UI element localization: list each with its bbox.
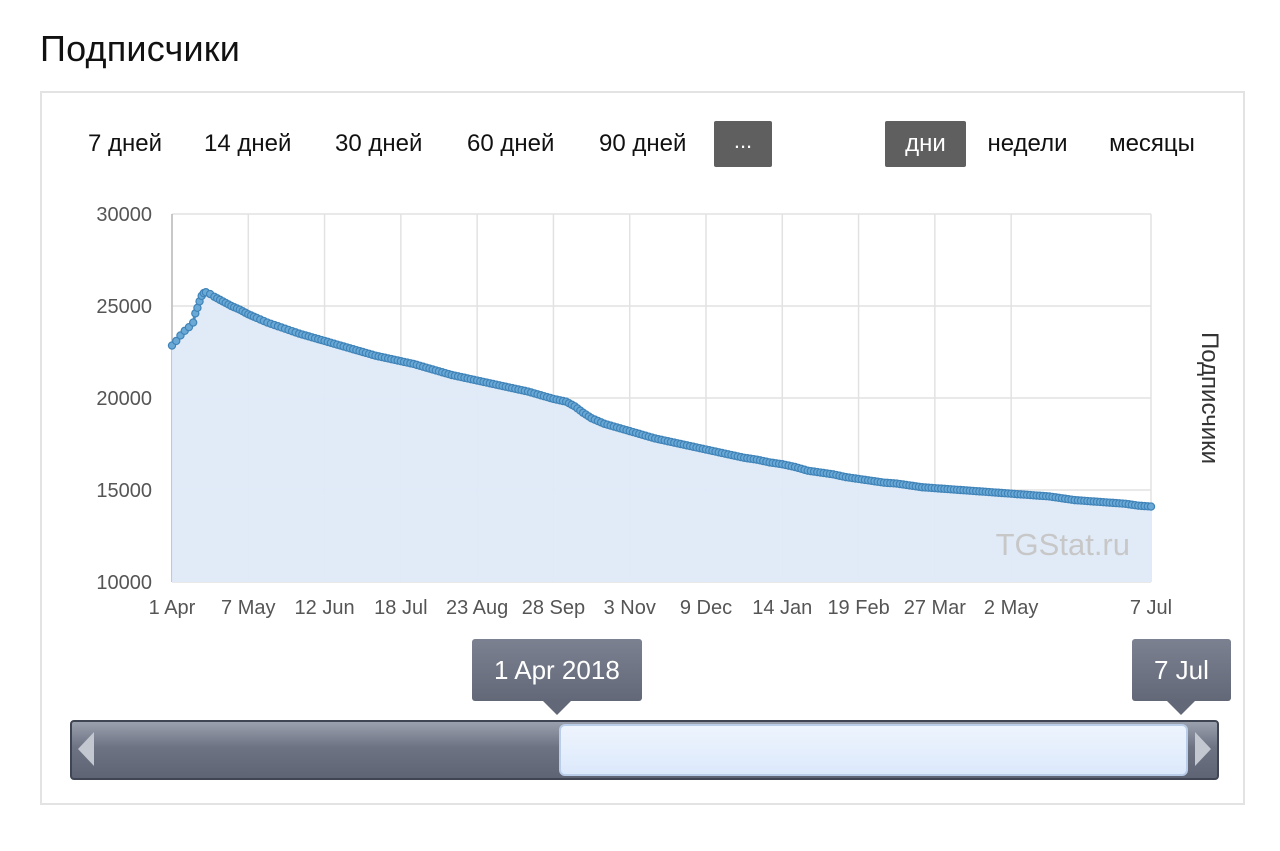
x-tick-label: 19 Feb bbox=[827, 597, 889, 619]
navigator-left-arrow-icon[interactable] bbox=[78, 732, 94, 766]
range-30-days-button[interactable]: 30 дней bbox=[335, 130, 423, 157]
period-months-button[interactable]: месяцы bbox=[1109, 130, 1195, 157]
range-14-days-button[interactable]: 14 дней bbox=[204, 130, 292, 157]
x-tick-label: 7 May bbox=[221, 597, 275, 619]
data-point bbox=[172, 336, 181, 346]
navigator-end-tooltip: 7 Jul bbox=[1132, 639, 1231, 715]
y-tick-label: 30000 bbox=[96, 204, 152, 226]
page-title: Подписчики bbox=[40, 28, 241, 69]
x-tick-label: 12 Jun bbox=[295, 597, 355, 619]
y-axis-label: Подписчики bbox=[1196, 332, 1223, 464]
navigator-selection[interactable] bbox=[558, 724, 1189, 776]
chart-panel: 7 дней 14 дней 30 дней 60 дней 90 дней .… bbox=[40, 91, 1245, 805]
navigator-right-arrow-icon[interactable] bbox=[1195, 732, 1211, 766]
x-tick-label: 18 Jul bbox=[374, 597, 427, 619]
range-more-button[interactable]: ... bbox=[714, 121, 772, 167]
period-weeks-button[interactable]: недели bbox=[987, 130, 1068, 157]
x-tick-label: 27 Mar bbox=[904, 597, 967, 619]
period-days-button[interactable]: дни bbox=[885, 121, 966, 167]
y-tick-label: 15000 bbox=[96, 480, 152, 502]
range-60-days-button[interactable]: 60 дней bbox=[467, 130, 555, 157]
x-tick-label: 2 May bbox=[984, 597, 1038, 619]
x-tick-label: 28 Sep bbox=[522, 597, 585, 619]
navigator-start-tooltip: 1 Apr 2018 bbox=[472, 639, 642, 715]
data-point bbox=[1146, 502, 1156, 511]
x-tick-label: 9 Dec bbox=[680, 597, 732, 619]
x-tick-label: 1 Apr bbox=[149, 597, 196, 619]
data-point bbox=[188, 318, 198, 327]
y-tick-label: 20000 bbox=[96, 388, 152, 410]
x-tick-label: 23 Aug bbox=[446, 597, 508, 619]
range-7-days-button[interactable]: 7 дней bbox=[88, 130, 163, 157]
y-tick-label: 10000 bbox=[96, 572, 152, 594]
watermark-text: TGStat.ru bbox=[996, 527, 1130, 562]
x-tick-label: 7 Jul bbox=[1130, 597, 1172, 619]
series-area bbox=[172, 292, 1151, 582]
range-90-days-button[interactable]: 90 дней bbox=[599, 130, 687, 157]
x-tick-label: 3 Nov bbox=[604, 597, 656, 619]
x-tick-label: 14 Jan bbox=[752, 597, 812, 619]
y-tick-label: 25000 bbox=[96, 296, 152, 318]
subscribers-chart: 10000 15000 20000 25000 30000 1 Apr 7 May 12 Ju… bbox=[96, 204, 1223, 619]
chart-toolbar: 7 дней 14 дней 30 дней 60 дней 90 дней .… bbox=[42, 121, 1243, 167]
range-navigator[interactable] bbox=[70, 720, 1219, 780]
